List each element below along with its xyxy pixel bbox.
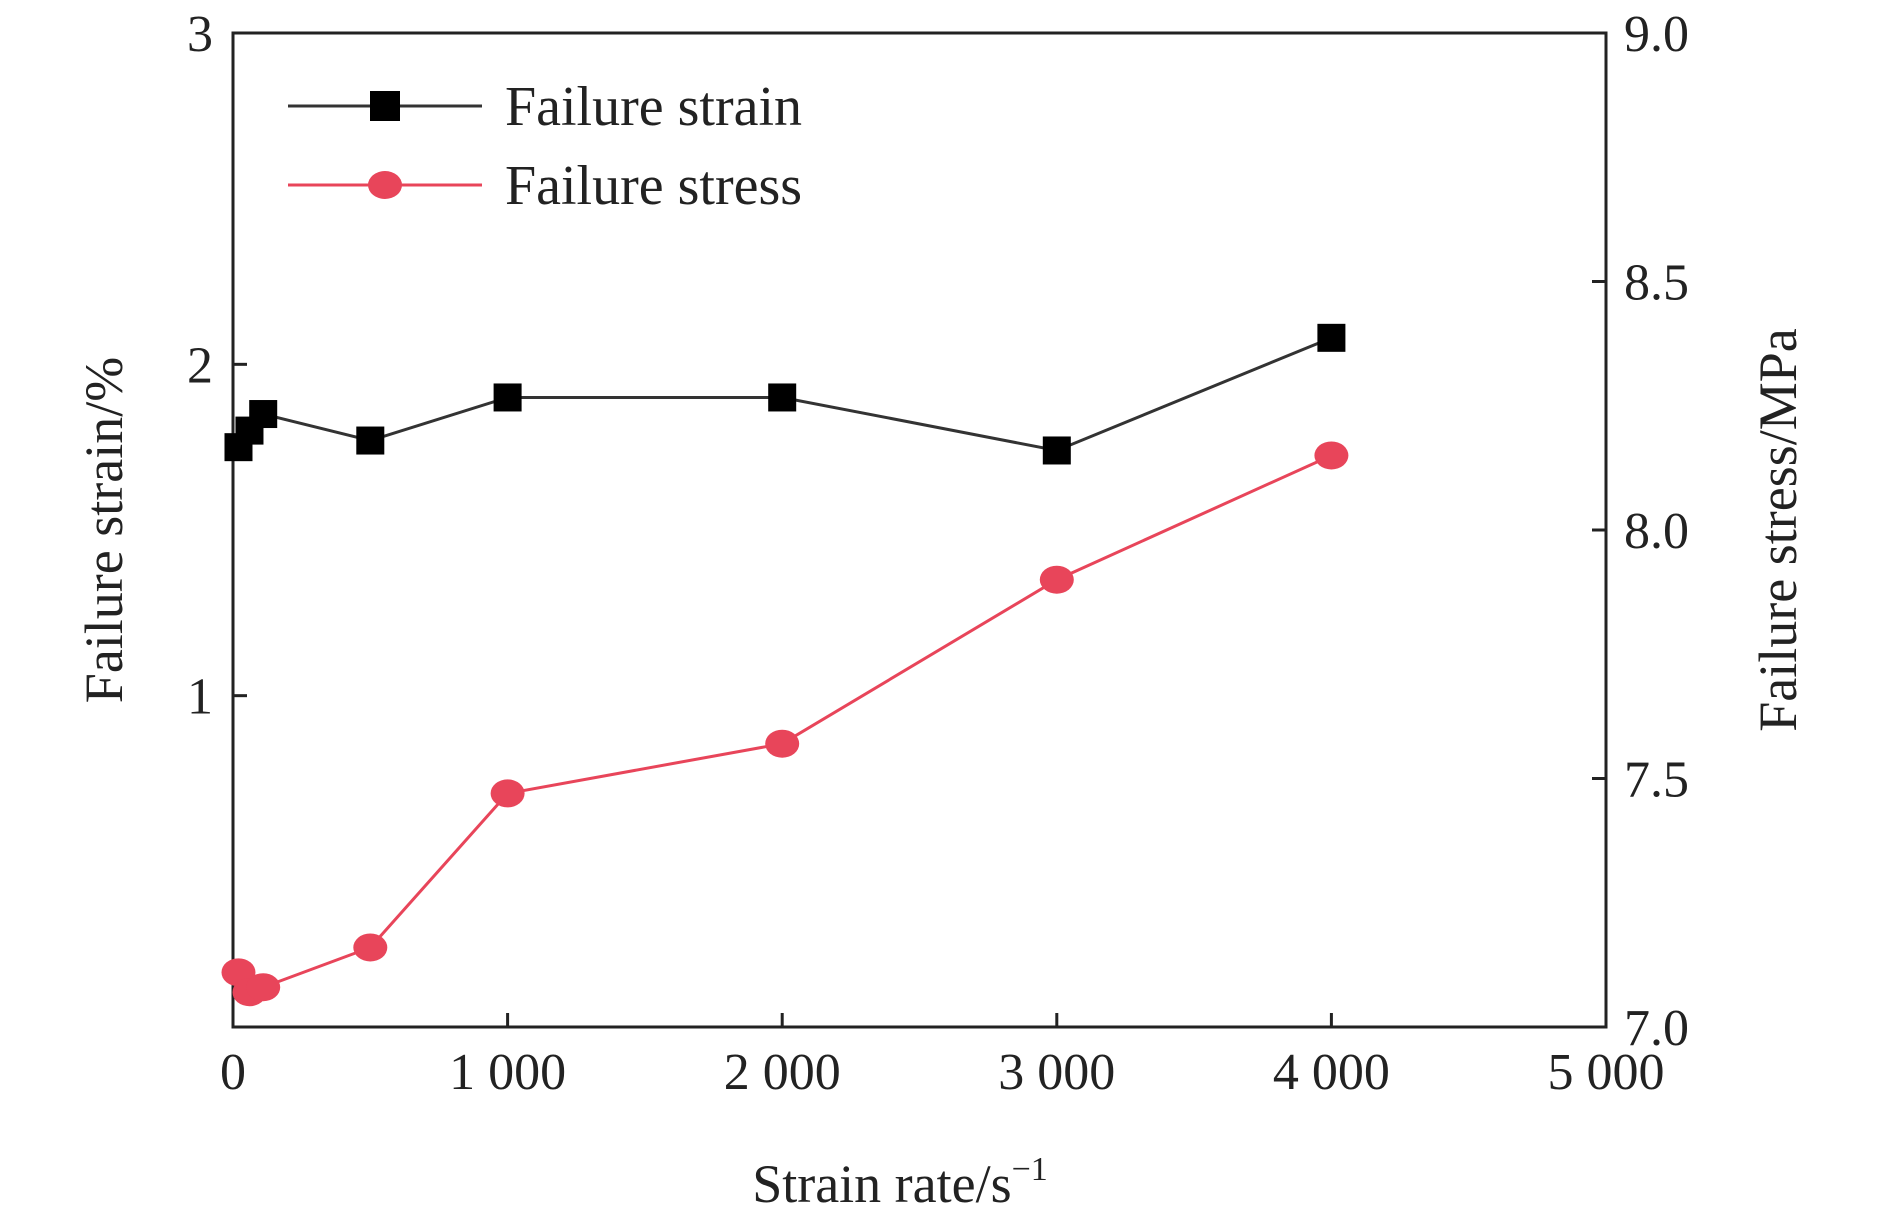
- data-point-failure-stress: [765, 729, 800, 758]
- data-point-failure-strain: [1317, 323, 1346, 352]
- y-right-tick-label: 7.5: [1624, 752, 1689, 809]
- data-point-failure-stress: [246, 973, 281, 1002]
- y-left-tick-label: 2: [187, 337, 213, 394]
- legend-item-failure-stress: Failure stress: [288, 155, 802, 217]
- y-right-tick-label: 9.0: [1624, 6, 1689, 63]
- series-lines: [237, 336, 1333, 995]
- x-tick-label: 0: [220, 1044, 246, 1101]
- series-line-failure-stress: [237, 454, 1333, 995]
- x-tick-label: 3 000: [998, 1044, 1115, 1101]
- x-tick-label: 1 000: [449, 1044, 566, 1101]
- x-tick-label: 5 000: [1548, 1044, 1665, 1101]
- data-point-failure-stress: [1314, 441, 1349, 470]
- y-axis-right-title: Failure stress/MPa: [1748, 328, 1808, 732]
- legend-label-failure-stress: Failure stress: [505, 155, 802, 217]
- data-point-failure-strain: [768, 383, 797, 412]
- x-tick-label: 4 000: [1273, 1044, 1390, 1101]
- y-right-tick-label: 7.0: [1624, 1000, 1689, 1057]
- plot-frame: [231, 31, 1608, 1029]
- y-left-tick-label: 3: [187, 6, 213, 63]
- x-axis-title: Strain rate/s−1: [752, 1151, 1048, 1214]
- data-point-failure-stress: [1039, 565, 1074, 594]
- y-right-tick-label: 8.0: [1624, 503, 1689, 560]
- legend-item-failure-strain: Failure strain: [288, 76, 802, 138]
- legend-marker-square: [370, 91, 400, 121]
- data-point-failure-stress: [353, 933, 388, 962]
- data-point-failure-stress: [490, 779, 525, 808]
- series-markers: [221, 323, 1349, 1007]
- legend: Failure strain Failure stress: [288, 76, 802, 217]
- data-point-failure-strain: [1042, 436, 1071, 465]
- x-tick-label: 2 000: [724, 1044, 841, 1101]
- y-axis-left-title: Failure strain/%: [74, 357, 134, 703]
- data-point-failure-strain: [493, 383, 522, 412]
- y-right-tick-label: 8.5: [1624, 255, 1689, 312]
- axis-ticks: 0 1 000 2 000 3 000 4 000 5 000 1 2 3 7.0 7.5 8.0 8.…: [187, 6, 1689, 1101]
- legend-label-failure-strain: Failure strain: [505, 76, 802, 138]
- y-left-tick-label: 1: [187, 669, 213, 726]
- data-point-failure-strain: [249, 400, 278, 429]
- legend-marker-circle: [368, 171, 402, 199]
- data-point-failure-strain: [356, 426, 385, 455]
